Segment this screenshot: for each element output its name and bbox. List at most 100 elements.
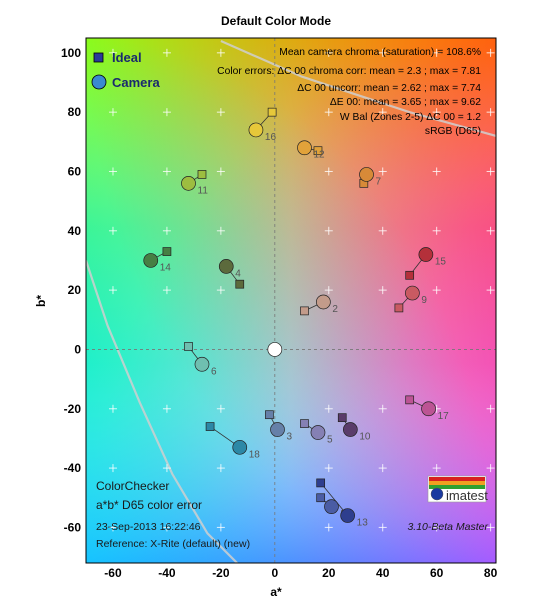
grid-cross <box>378 404 387 413</box>
grid-crosses <box>108 48 495 532</box>
camera-marker-5 <box>310 425 326 440</box>
version-label: 3.10-Beta Master <box>407 521 488 533</box>
grid-cross <box>108 464 117 473</box>
info-block: ColorChecker a*b* D65 color error 23-Sep… <box>96 479 250 550</box>
x-tick-label: 0 <box>271 566 278 580</box>
stat-chroma: Mean camera chroma (saturation) = 108.6% <box>279 47 481 58</box>
patch-label-6: 6 <box>211 366 217 377</box>
srgb-gamut-curves <box>86 39 496 563</box>
grid-cross <box>432 464 441 473</box>
x-tick-label: -60 <box>104 566 122 580</box>
camera-marker-16 <box>248 122 264 138</box>
ideal-marker-5 <box>300 419 309 428</box>
stat-uncorr: ΔC 00 uncorr: mean = 2.62 ; max = 7.74 <box>297 83 481 94</box>
chart-title: Default Color Mode <box>221 14 331 28</box>
info-date: 23-Sep-2013 16:22:46 <box>96 521 201 533</box>
grid-cross <box>108 108 117 117</box>
patch-label-7: 7 <box>376 176 382 187</box>
grid-cross <box>486 167 495 176</box>
patch-label-17: 17 <box>438 411 450 422</box>
ideal-marker-6 <box>184 342 193 351</box>
grid-cross <box>324 523 333 532</box>
patch-label-9: 9 <box>421 295 427 306</box>
camera-marker-3 <box>270 422 285 437</box>
legend-ideal-label: Ideal <box>112 50 142 65</box>
grid-cross <box>324 226 333 235</box>
grid-cross <box>108 404 117 413</box>
camera-marker-10 <box>342 422 358 437</box>
patch-label-11: 11 <box>198 185 209 196</box>
grid-cross <box>432 523 441 532</box>
ideal-marker-9 <box>394 303 404 313</box>
grid-cross <box>162 523 171 532</box>
grid-cross <box>378 226 387 235</box>
patch-label-13: 13 <box>357 518 369 529</box>
camera-marker-2 <box>316 294 331 310</box>
ideal-marker-13 <box>316 478 326 488</box>
ideal-marker-2 <box>300 306 309 316</box>
gamut-curve-2 <box>220 39 496 137</box>
camera-marker-14 <box>143 253 159 268</box>
y-tick-label: -60 <box>64 520 82 534</box>
stat-colorspace: sRGB (D65) <box>425 126 481 137</box>
camera-marker-4 <box>218 259 234 274</box>
ideal-marker-12 <box>313 146 323 156</box>
legend-ideal-marker <box>93 52 104 63</box>
y-tick-label: 20 <box>68 283 82 297</box>
patch-label-3: 3 <box>287 432 293 443</box>
ideal-marker-18 <box>205 422 215 431</box>
x-axis-label: a* <box>270 585 282 599</box>
patch-label-14: 14 <box>160 262 172 273</box>
grid-cross <box>162 48 171 57</box>
stat-wbal: W Bal (Zones 2-5) ΔC 00 = 1.2 <box>340 112 481 123</box>
grid-cross <box>432 286 441 295</box>
grid-cross <box>378 48 387 57</box>
patch-label-10: 10 <box>359 432 371 443</box>
grid-cross <box>432 226 441 235</box>
camera-marker-11 <box>181 175 196 191</box>
camera-marker-8 <box>324 499 339 514</box>
camera-marker-17 <box>421 401 436 417</box>
grid-cross <box>216 523 225 532</box>
patch-label-16: 16 <box>265 132 277 143</box>
camera-marker-18 <box>232 439 248 455</box>
x-tick-label: 80 <box>484 566 498 580</box>
ideal-marker-14 <box>162 247 172 256</box>
grid-cross <box>216 404 225 413</box>
ideal-marker-11 <box>197 170 207 179</box>
grid-cross <box>432 108 441 117</box>
ideal-marker-17 <box>405 395 415 405</box>
grid-cross <box>486 523 495 532</box>
grid-cross <box>378 108 387 117</box>
grid-cross <box>486 464 495 473</box>
grid-cross <box>108 48 117 57</box>
grid-cross <box>486 226 495 235</box>
info-mode: a*b* D65 color error <box>96 498 202 512</box>
patch-label-15: 15 <box>435 257 447 268</box>
imatest-logo: imatest <box>427 475 488 503</box>
ideal-marker-16 <box>267 107 277 117</box>
y-tick-labels: 100 80 60 40 20 0 -20 -40 -60 <box>61 46 81 535</box>
grid-cross <box>108 226 117 235</box>
x-tick-label: 60 <box>430 566 444 580</box>
patch-markers: 23456789101112131415161718 <box>143 107 450 529</box>
legend: Ideal Camera <box>91 50 160 90</box>
grid-cross <box>216 108 225 117</box>
x-tick-label: -20 <box>212 566 230 580</box>
ideal-marker-10 <box>337 413 347 423</box>
legend-camera-label: Camera <box>112 75 160 90</box>
grid-cross <box>216 226 225 235</box>
stat-chroma-corr: Color errors: ΔC 00 chroma corr: mean = … <box>217 66 481 77</box>
logo-text: imatest <box>446 488 488 503</box>
x-tick-labels: -60 -40 -20 0 20 40 60 80 <box>104 566 497 580</box>
grid-cross <box>216 48 225 57</box>
grid-cross <box>162 404 171 413</box>
grid-cross <box>324 286 333 295</box>
grid-cross <box>216 464 225 473</box>
grid-cross <box>378 523 387 532</box>
camera-marker-1 <box>267 342 283 357</box>
y-tick-label: 80 <box>68 105 82 119</box>
y-tick-label: -20 <box>64 402 82 416</box>
x-tick-label: -40 <box>158 566 176 580</box>
